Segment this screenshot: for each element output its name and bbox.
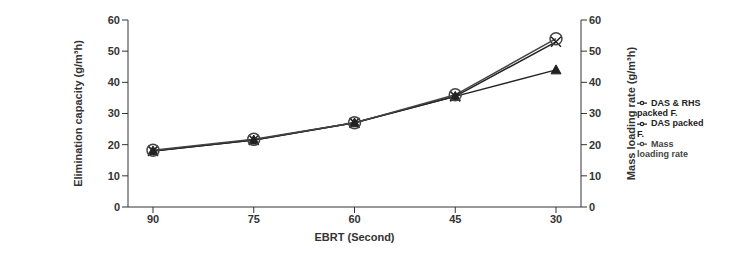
svg-text:30: 30 [550,213,562,225]
svg-text:30: 30 [108,107,120,119]
svg-text:10: 10 [589,170,601,182]
html-text:Mass loading rate: Mass loading rate [637,138,688,160]
svg-text:45: 45 [449,213,461,225]
svg-text:60: 60 [348,213,360,225]
svg-text:60: 60 [108,14,120,26]
svg-text:50: 50 [589,45,601,57]
svg-text:30: 30 [589,107,601,119]
svg-text:50: 50 [108,45,120,57]
svg-text:10: 10 [108,170,120,182]
svg-text:0: 0 [114,201,120,213]
html-text:DAS & RHS packed F.: DAS & RHS packed F. [637,97,701,119]
svg-text:20: 20 [589,139,601,151]
svg-text:Elimination capacity (g/m³h): Elimination capacity (g/m³h) [72,40,84,187]
html-text:DAS packed F.: DAS packed F. [637,118,704,139]
svg-text:90: 90 [147,213,159,225]
svg-text:0: 0 [589,201,595,213]
svg-text:40: 40 [108,76,120,88]
svg-text:60: 60 [589,14,601,26]
svg-text:75: 75 [248,213,260,225]
svg-text:20: 20 [108,139,120,151]
svg-text:EBRT (Second): EBRT (Second) [314,231,394,243]
svg-text:40: 40 [589,76,601,88]
svg-text:Mass loading rate (g/m³h): Mass loading rate (g/m³h) [625,47,637,181]
